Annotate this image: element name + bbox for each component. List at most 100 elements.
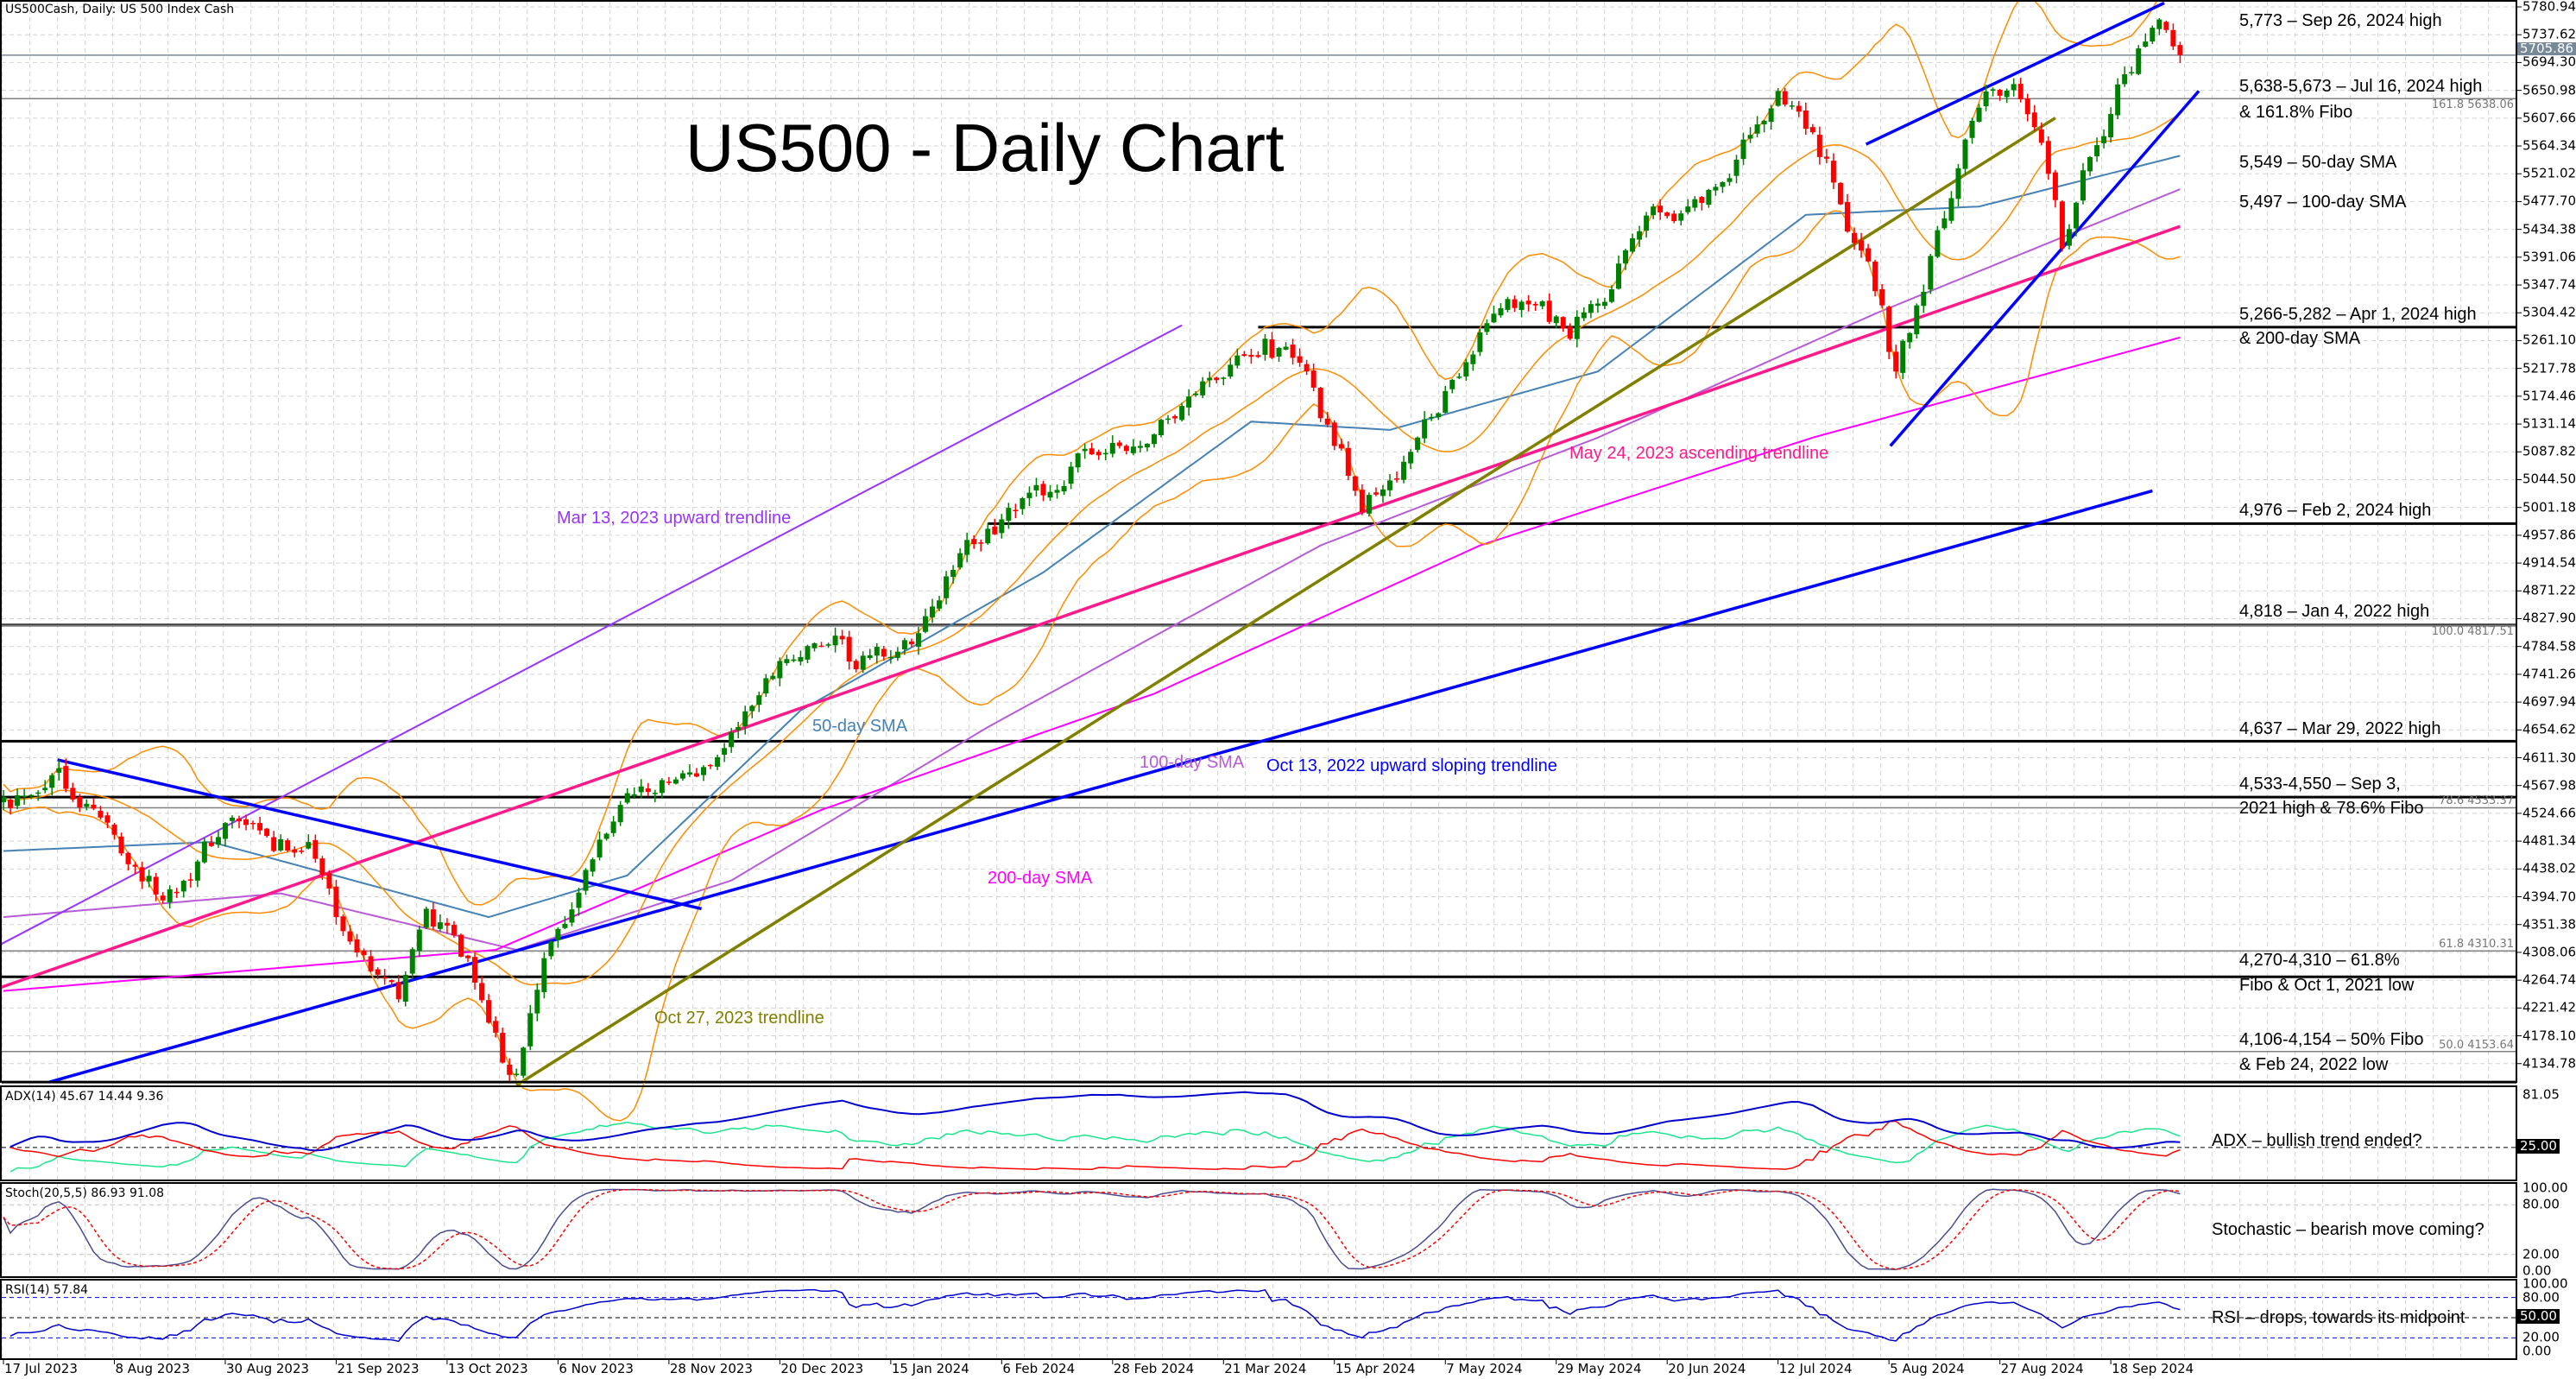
candle <box>825 642 831 648</box>
candle <box>15 788 21 809</box>
candle <box>2136 45 2142 76</box>
candle-body <box>1872 261 1878 292</box>
y-tick-label: 4524.66 <box>2522 805 2576 821</box>
candle-body <box>1664 212 1670 217</box>
candle <box>1532 301 1538 312</box>
annotation-sep3-high-2: 2021 high & 78.6% Fibo <box>2239 799 2424 818</box>
x-tick-label: 29 May 2024 <box>1556 1361 1642 1376</box>
stoch-tick-label: 80.00 <box>2522 1196 2560 1212</box>
candle <box>1560 316 1566 332</box>
candle <box>1401 455 1407 484</box>
candle-body <box>1512 299 1518 308</box>
x-tick-label: 15 Jan 2024 <box>891 1361 969 1376</box>
candle <box>659 778 665 799</box>
rsi-tick-label: 100.00 <box>2522 1275 2568 1292</box>
candle <box>444 918 450 934</box>
candle-body <box>416 929 422 952</box>
candle <box>1234 348 1241 369</box>
candle <box>1907 332 1913 349</box>
candle-body <box>722 748 728 755</box>
candle <box>1387 474 1392 497</box>
candle-body <box>1020 498 1026 509</box>
candle <box>1644 212 1650 238</box>
candle-body <box>638 786 644 793</box>
candle-body <box>340 916 346 932</box>
candle <box>118 832 124 857</box>
fib-label: 100.0 4817.51 <box>2431 625 2514 639</box>
candle <box>1255 351 1261 358</box>
candle-body <box>1879 288 1885 306</box>
candle <box>56 760 62 781</box>
candle-body <box>805 646 811 660</box>
candle-body <box>2163 22 2169 30</box>
candle-body <box>430 909 436 927</box>
candle-body <box>56 768 62 773</box>
candle-body <box>1830 161 1836 183</box>
x-axis-ticks <box>3 1359 2112 1364</box>
candle <box>42 780 48 794</box>
candle <box>971 535 977 549</box>
trendline-downtrend <box>57 758 703 911</box>
candle-body <box>736 727 742 731</box>
candle <box>1615 255 1621 290</box>
candle <box>791 655 797 663</box>
y-tick-label: 5304.42 <box>2522 304 2576 320</box>
candle <box>839 629 845 645</box>
candle-body <box>1352 476 1358 491</box>
candle-body <box>631 794 637 796</box>
candle <box>1151 433 1157 448</box>
candle-body <box>388 980 395 983</box>
candle-body <box>1310 370 1316 388</box>
chart-title: US500 - Daily Chart <box>685 110 1285 186</box>
candle-body <box>1997 89 2003 96</box>
trendline-channel_lower <box>1889 90 2200 447</box>
x-tick-label: 27 Aug 2024 <box>2000 1361 2084 1376</box>
candle <box>1581 307 1587 321</box>
candle-body <box>35 792 41 794</box>
candle-body <box>194 861 200 881</box>
y-tick-label: 5434.38 <box>2522 221 2576 237</box>
candle <box>610 816 616 837</box>
candle-body <box>1969 120 1975 138</box>
candle-body <box>1713 187 1719 191</box>
candle-body <box>1893 351 1899 372</box>
candle <box>1214 376 1220 383</box>
candle <box>472 952 478 990</box>
candle-body <box>333 886 339 918</box>
y-tick-label: 5391.06 <box>2522 249 2576 265</box>
candle-body <box>1637 231 1643 240</box>
candle-body <box>1144 443 1150 448</box>
candle <box>1068 461 1074 490</box>
candle <box>1006 503 1012 529</box>
candle <box>1733 155 1739 184</box>
adx-main-line <box>9 1091 2181 1152</box>
candle-body <box>257 823 263 831</box>
sma50-line <box>3 155 2181 919</box>
candle <box>1630 233 1636 254</box>
candle <box>201 838 207 864</box>
annotation-fibo-50-2: & Feb 24, 2022 low <box>2239 1055 2389 1074</box>
candle <box>1380 484 1386 503</box>
candle-body <box>548 941 554 957</box>
candle-body <box>597 839 603 857</box>
candle <box>1179 402 1185 422</box>
candle <box>1713 183 1719 196</box>
candle <box>1415 436 1421 452</box>
candle-body <box>486 1000 492 1023</box>
x-tick-label: 6 Feb 2024 <box>1002 1361 1076 1376</box>
candle <box>1553 314 1559 328</box>
candle <box>2038 122 2044 146</box>
candle <box>430 901 436 930</box>
candle-body <box>1553 316 1559 324</box>
candle <box>215 831 221 848</box>
candle <box>91 798 97 811</box>
candle-body <box>1644 215 1650 231</box>
candle <box>437 914 443 932</box>
y-tick-label: 4957.86 <box>2522 527 2576 543</box>
candle-body <box>278 838 284 851</box>
candle-body <box>562 923 568 928</box>
rsi-tick-label: 80.00 <box>2522 1289 2560 1306</box>
y-tick-label: 4264.74 <box>2522 971 2576 988</box>
candle <box>763 674 769 698</box>
candle-body <box>811 643 818 648</box>
